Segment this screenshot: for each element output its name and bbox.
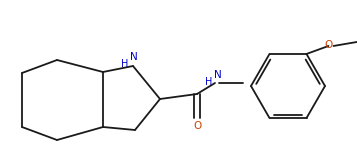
Text: N: N xyxy=(214,70,222,80)
Text: H: H xyxy=(121,59,129,69)
Text: O: O xyxy=(325,40,333,50)
Text: N: N xyxy=(130,52,138,62)
Text: O: O xyxy=(193,121,201,131)
Text: H: H xyxy=(205,77,213,87)
